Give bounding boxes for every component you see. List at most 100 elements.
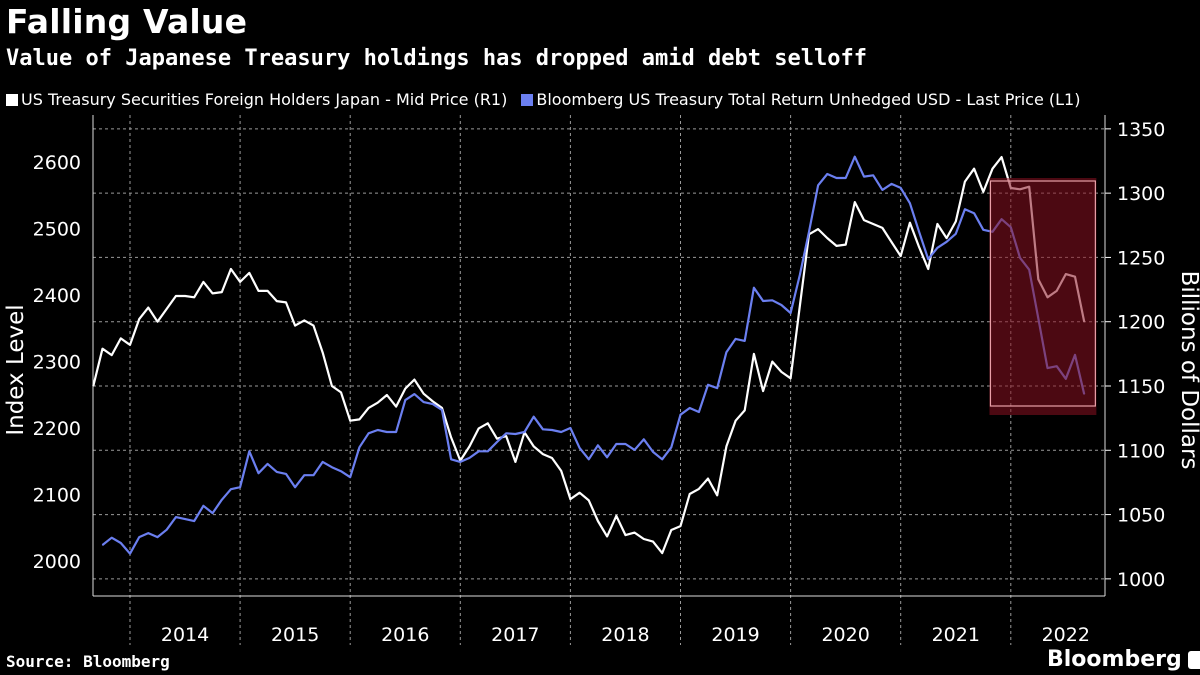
data-point <box>404 399 406 401</box>
data-point <box>817 184 819 186</box>
data-point <box>955 220 957 223</box>
data-point <box>413 393 416 395</box>
data-point <box>808 231 810 233</box>
data-point <box>835 177 838 179</box>
data-point <box>624 534 627 536</box>
data-point <box>698 488 700 490</box>
data-point <box>780 304 783 306</box>
data-point <box>340 470 342 472</box>
data-point <box>780 371 783 373</box>
data-point <box>689 493 691 495</box>
data-point <box>202 505 204 507</box>
data-point <box>413 378 416 381</box>
data-point <box>588 499 590 502</box>
data-point <box>331 466 333 468</box>
data-point <box>303 319 305 322</box>
data-point <box>964 180 966 183</box>
data-point <box>441 409 443 411</box>
data-point <box>991 168 994 170</box>
data-point <box>725 351 727 353</box>
data-point <box>221 499 223 501</box>
data-point <box>624 443 627 445</box>
data-point <box>101 348 104 350</box>
data-point <box>799 274 801 276</box>
right-tick-label: 1200 <box>1117 312 1165 334</box>
data-point <box>303 474 305 476</box>
data-point <box>386 431 388 433</box>
data-point <box>120 337 122 340</box>
right-tick-label: 1300 <box>1117 183 1165 205</box>
data-point <box>285 473 287 475</box>
data-point <box>670 529 672 531</box>
data-point <box>890 183 893 185</box>
data-point <box>679 525 682 527</box>
legend-label-index: Bloomberg US Treasury Total Return Unhed… <box>536 90 1081 109</box>
right-tick-label: 1000 <box>1117 569 1165 591</box>
x-tick-label: 2016 <box>381 624 429 646</box>
highlight-region <box>989 178 1097 415</box>
data-point <box>193 296 195 298</box>
data-point <box>294 324 296 327</box>
data-point <box>799 305 801 307</box>
data-point <box>184 295 186 297</box>
data-point <box>312 474 315 476</box>
data-point <box>560 431 562 433</box>
data-point <box>826 237 828 239</box>
data-point <box>505 432 507 434</box>
data-point <box>101 544 104 546</box>
data-point <box>496 438 498 440</box>
data-point <box>404 387 406 390</box>
data-point <box>395 431 397 433</box>
data-point <box>634 449 636 451</box>
legend-swatch-blue <box>521 93 534 106</box>
data-point <box>826 173 828 175</box>
data-point <box>202 281 204 283</box>
data-point <box>652 540 654 543</box>
data-point <box>367 407 370 409</box>
left-tick-label: 2600 <box>33 152 81 174</box>
data-point <box>468 457 471 459</box>
data-point <box>542 453 544 455</box>
data-point <box>111 537 113 539</box>
data-point <box>982 191 984 193</box>
data-point <box>267 290 269 292</box>
data-point <box>496 441 498 443</box>
data-point <box>707 384 709 386</box>
data-point <box>872 174 874 176</box>
left-tick-label: 2000 <box>33 551 81 573</box>
data-point <box>468 445 471 448</box>
data-point <box>734 420 737 422</box>
data-point <box>927 258 929 260</box>
data-point <box>138 536 140 538</box>
data-point <box>138 318 140 320</box>
data-point <box>285 301 287 304</box>
data-point <box>679 414 682 416</box>
data-point <box>129 344 131 346</box>
data-point <box>588 458 590 460</box>
data-point <box>615 443 617 445</box>
data-point <box>734 338 737 340</box>
data-point <box>211 292 214 295</box>
left-tick-label: 2400 <box>33 285 81 307</box>
data-point <box>634 531 636 534</box>
data-point <box>927 268 929 270</box>
data-point <box>478 427 480 430</box>
data-point <box>377 429 379 431</box>
data-point <box>973 168 975 170</box>
data-point <box>744 409 746 412</box>
data-point <box>936 247 939 249</box>
left-tick-label: 2200 <box>33 418 81 440</box>
data-point <box>900 187 902 189</box>
chart-bubble-icon <box>1187 650 1200 669</box>
data-point <box>230 268 232 270</box>
data-point <box>881 227 883 229</box>
data-point <box>606 456 608 458</box>
data-point <box>175 295 177 297</box>
data-point <box>615 515 617 517</box>
data-point <box>936 223 939 225</box>
data-point <box>432 400 434 403</box>
data-point <box>367 432 370 434</box>
data-point <box>441 407 443 409</box>
data-point <box>661 552 663 554</box>
x-tick-label: 2019 <box>711 624 759 646</box>
